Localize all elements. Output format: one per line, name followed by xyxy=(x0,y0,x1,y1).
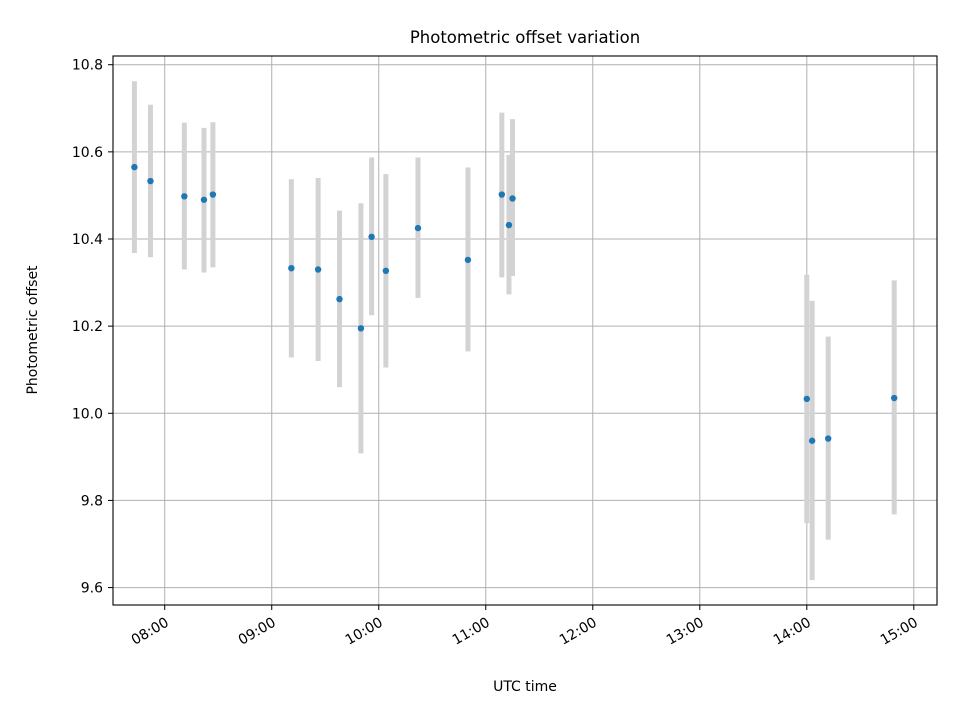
grid xyxy=(113,56,937,605)
data-point xyxy=(505,221,513,229)
data-point xyxy=(147,177,154,185)
chart-title: Photometric offset variation xyxy=(410,28,640,47)
y-tick-label: 10.8 xyxy=(72,58,103,74)
data-point xyxy=(368,233,375,241)
data-point xyxy=(808,437,816,444)
data-point xyxy=(825,435,832,442)
y-tick-label: 9.6 xyxy=(81,581,103,597)
data-point xyxy=(382,267,390,275)
y-axis-label: Photometric offset xyxy=(25,265,41,395)
y-tick-label: 10.4 xyxy=(72,232,103,248)
x-axis-label: UTC time xyxy=(493,679,557,695)
data-point xyxy=(314,266,322,273)
data-point xyxy=(498,191,506,198)
plot-frame xyxy=(112,55,938,606)
y-tick-label: 10.6 xyxy=(72,145,103,161)
data-point xyxy=(414,224,422,232)
data-point xyxy=(464,256,472,264)
y-tick-label: 9.8 xyxy=(81,493,103,509)
data-point xyxy=(288,264,295,272)
y-tick-label: 10.2 xyxy=(72,319,103,335)
data-point xyxy=(181,193,188,200)
data-point xyxy=(803,395,811,403)
data-points xyxy=(131,163,898,444)
y-axis-ticks: 9.6 9.8 10.0 10.2 10.4 10.6 10.8 xyxy=(72,58,113,597)
data-point xyxy=(131,163,138,171)
data-point xyxy=(357,325,365,332)
data-point xyxy=(200,196,208,203)
data-point xyxy=(336,295,343,303)
y-tick-label: 10.0 xyxy=(72,406,103,422)
data-point xyxy=(890,394,898,402)
data-point xyxy=(509,195,516,202)
data-point xyxy=(209,191,217,198)
